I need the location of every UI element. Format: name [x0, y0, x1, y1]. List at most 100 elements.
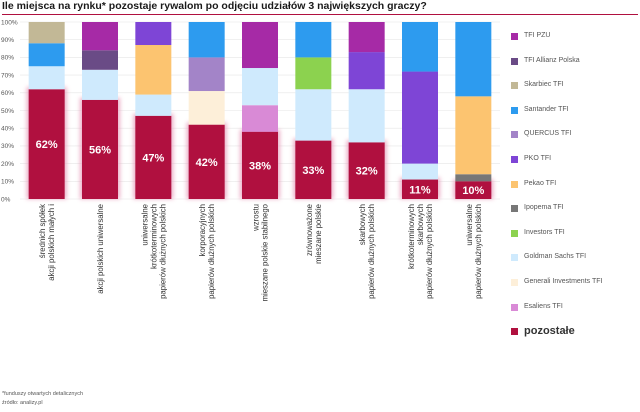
x-tick-label-group: papierów dłużnych polskichkrótkoterminow…: [140, 204, 167, 299]
legend-item: Generali Investments TFI: [511, 276, 639, 301]
legend-swatch: [511, 254, 518, 262]
bar-segment: [135, 45, 172, 95]
bar-segment: [28, 22, 65, 44]
source-note: źródło: analizy.pl: [2, 400, 43, 406]
x-tick-label: krótkoterminowych: [149, 204, 158, 269]
y-tick-label: 10%: [1, 179, 14, 186]
data-label: 38%: [249, 160, 271, 172]
y-tick-label: 0%: [1, 196, 11, 203]
bar-segment: [455, 181, 492, 199]
bar-segment: [242, 105, 278, 132]
legend-swatch: [511, 131, 518, 139]
legend-swatch: [511, 205, 518, 213]
bar-segment: [188, 22, 225, 58]
bar-segment: [402, 22, 438, 72]
legend-label: Goldman Sachs TFI: [524, 253, 587, 261]
bar-segment: [28, 66, 65, 90]
x-tick-label: zrównoważone: [305, 204, 314, 256]
y-tick-label: 100%: [1, 19, 18, 26]
legend-swatch: [511, 106, 518, 114]
bar-segment: [242, 22, 278, 69]
legend-label: PKO TFI: [524, 154, 552, 162]
legend-label: Skarbiec TFI: [524, 81, 564, 89]
legend-swatch: [511, 155, 518, 163]
bar-segment: [402, 163, 438, 180]
x-tick-label: uniwersalne: [140, 204, 149, 246]
bar-segment: [82, 50, 118, 70]
y-tick-label: 80%: [1, 55, 14, 62]
legend-swatch: [511, 328, 518, 336]
x-tick-label-group: papierów dłużnych polskichskarbowychkrót…: [407, 204, 434, 299]
x-tick-label: papierów dłużnych polskich: [158, 204, 167, 299]
x-tick-label: średnich spółek: [38, 204, 47, 258]
legend-item: PKO TFI: [511, 153, 639, 178]
bar-segment: [188, 57, 225, 92]
bar-segment: [82, 22, 118, 51]
data-label: 32%: [356, 166, 378, 178]
y-tick-label: 70%: [1, 72, 14, 79]
legend-swatch: [511, 33, 518, 40]
data-label: 42%: [196, 157, 218, 169]
legend-item: Skarbiec TFI: [511, 79, 639, 104]
x-tick-label: mieszane polskie: [314, 204, 323, 264]
legend-swatch: [511, 303, 518, 311]
x-tick-label: wzrostu: [252, 204, 261, 232]
legend-label: Santander TFI: [524, 105, 569, 113]
y-tick-label: 20%: [1, 161, 14, 168]
legend-swatch: [511, 180, 518, 188]
data-label: 62%: [36, 139, 58, 151]
bar-segment: [348, 142, 385, 199]
x-tick-label: uniwersalne: [465, 204, 474, 246]
x-tick-label: skarbowych: [358, 204, 367, 245]
bar-segment: [348, 52, 385, 90]
legend-label: Esaliens TFI: [524, 302, 563, 310]
bar-segment: [455, 22, 492, 97]
legend-item: Goldman Sachs TFI: [511, 251, 639, 276]
legend-label: TFI PZU: [524, 32, 551, 39]
x-tick-label: skarbowych: [416, 204, 425, 245]
legend-item: QUERCUS TFI: [511, 128, 639, 153]
legend-item: Ipopema TFI: [511, 202, 639, 227]
bar-segment: [455, 96, 492, 175]
bar-segment: [295, 89, 332, 141]
bar-segment: [188, 91, 225, 125]
x-tick-label: akcji polskich małych i: [47, 204, 56, 281]
legend-swatch: [511, 82, 518, 90]
x-tick-label: papierów dłużnych polskich: [207, 204, 216, 299]
y-tick-label: 90%: [1, 37, 14, 44]
chart-legend: TFI PZU TFI Allianz Polska Skarbiec TFI San…: [511, 30, 639, 350]
y-tick-label: 40%: [1, 126, 14, 133]
footnote: *funduszy otwartych detalicznych: [2, 391, 84, 397]
bar-segment: [242, 68, 278, 106]
legend-item: TFI PZU: [511, 30, 639, 55]
bar-segment: [348, 89, 385, 143]
x-tick-label: krótkoterminowych: [407, 204, 416, 269]
data-label: 47%: [142, 152, 164, 164]
bar-segment: [135, 94, 172, 116]
bar-segment: [188, 124, 225, 199]
legend-item: Esaliens TFI: [511, 301, 639, 326]
legend-item: Pekao TFI: [511, 178, 639, 203]
bar-segment: [82, 69, 118, 100]
bar-segment: [28, 43, 65, 67]
legend-item: Investors TFI: [511, 227, 639, 252]
x-tick-label-group: akcji polskich uniwersalne: [96, 204, 105, 294]
x-tick-label: mieszane polskie stabilnego: [261, 203, 270, 301]
legend-label: TFI Allianz Polska: [524, 56, 580, 64]
bar-segment: [402, 179, 438, 199]
legend-label: pozostałe: [524, 325, 575, 338]
data-label: 33%: [302, 165, 324, 177]
legend-label: QUERCUS TFI: [524, 130, 572, 138]
legend-label: Generali Investments TFI: [524, 277, 603, 285]
bar-segment: [28, 89, 65, 199]
bar-segment: [402, 71, 438, 164]
legend-label: Ipopema TFI: [524, 204, 564, 212]
chart-title: Ile miejsca na rynku* pozostaje rywalom …: [2, 0, 638, 15]
legend-item: TFI Allianz Polska: [511, 55, 639, 80]
